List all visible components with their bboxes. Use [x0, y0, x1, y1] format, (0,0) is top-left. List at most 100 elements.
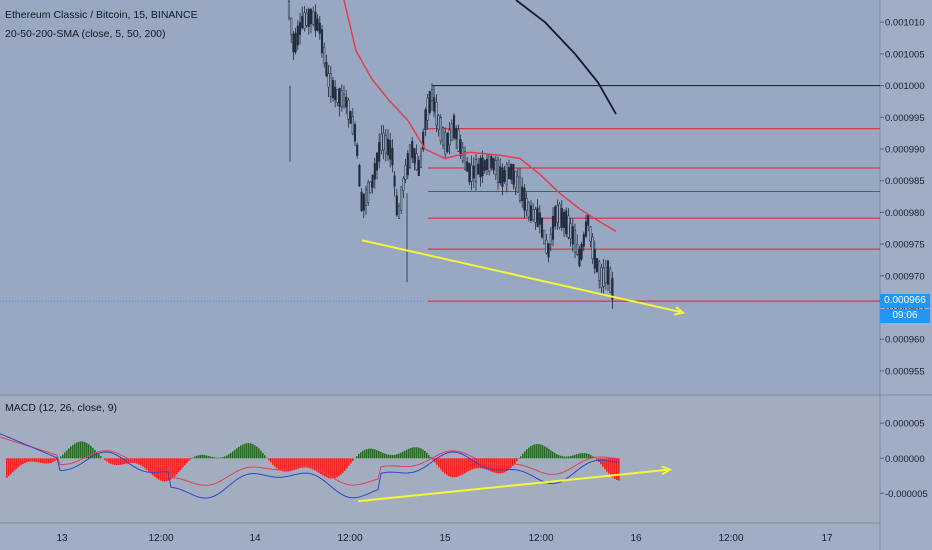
candle-body — [296, 25, 299, 46]
macd-histogram-bar — [34, 458, 36, 462]
macd-histogram-bar — [110, 458, 112, 464]
macd-histogram-bar — [542, 445, 544, 459]
macd-histogram-bar — [390, 454, 392, 459]
macd-trendline[interactable] — [357, 465, 673, 503]
candle-body — [364, 188, 368, 206]
candle-body — [367, 182, 370, 203]
macd-trendline-segment-arrowhead — [661, 465, 673, 476]
time-axis-ticks: 13 12:00 14 12:00 15 12:00 16 12:00 17 — [56, 533, 833, 544]
macd-histogram-bar — [228, 454, 230, 459]
macd-histogram-bar — [500, 458, 502, 474]
candle-body — [435, 102, 438, 126]
macd-histogram-bar — [514, 458, 516, 464]
price-trendline-segment-arrowhead — [674, 306, 686, 316]
macd-histogram-bar — [540, 444, 542, 459]
symbol-title[interactable]: Ethereum Classic / Bitcoin, 15, BINANCE — [5, 9, 198, 21]
candle-body — [393, 175, 396, 187]
macd-histogram-bar — [196, 455, 198, 459]
macd-histogram-bar — [486, 458, 488, 470]
macd-histogram-bar — [100, 456, 102, 459]
candle-body — [309, 8, 313, 25]
macd-histogram-bar — [608, 458, 610, 474]
macd-histogram-bar — [148, 458, 150, 472]
macd-histogram-bar — [384, 453, 386, 459]
candle-body — [494, 160, 497, 176]
macd-histogram-bar — [80, 441, 82, 459]
candle-body — [397, 205, 401, 219]
macd-signal-line — [0, 436, 619, 486]
macd-histogram-bar — [372, 448, 374, 459]
macd-histogram-bar — [186, 458, 188, 464]
macd-histogram-bar — [524, 451, 526, 459]
candle-body — [395, 195, 398, 216]
macd-histogram-bar — [70, 446, 72, 459]
macd-histogram-bar — [428, 454, 430, 459]
macd-histogram-bar — [352, 458, 354, 461]
candle-body — [380, 133, 383, 151]
macd-histogram-bar — [94, 449, 96, 459]
macd-histogram-bar — [586, 453, 588, 459]
price-tick-label: 0.000985 — [885, 176, 925, 187]
macd-histogram-bar — [438, 458, 440, 468]
macd-histogram-bar — [596, 458, 598, 460]
candle-body — [536, 207, 539, 227]
macd-histogram-bar — [174, 458, 176, 477]
macd-histogram-bar — [192, 457, 194, 459]
macd-histogram-bar — [68, 448, 70, 459]
time-tick-label: 12:00 — [718, 533, 743, 544]
candle-body — [549, 233, 552, 245]
time-axis-background — [0, 523, 880, 550]
macd-histogram-bar — [426, 452, 428, 459]
candle-body — [573, 230, 577, 253]
macd-histogram-bar — [440, 458, 442, 470]
macd-histogram-bar — [552, 451, 554, 459]
macd-histogram-bar — [452, 458, 454, 478]
macd-histogram-bar — [140, 458, 142, 466]
candle-body — [466, 161, 469, 172]
macd-histogram-bar — [188, 458, 190, 462]
macd-histogram-bar — [456, 458, 458, 477]
candle-body — [422, 131, 425, 150]
macd-histogram-bar — [564, 456, 566, 459]
candle-body — [424, 109, 427, 131]
macd-histogram-bar — [282, 458, 284, 472]
macd-histogram-bar — [272, 458, 274, 465]
macd-histogram-bar — [142, 458, 144, 467]
macd-histogram-bar — [328, 458, 330, 479]
macd-histogram-bar — [470, 458, 472, 471]
macd-histogram-bar — [580, 453, 582, 459]
candle-body — [305, 12, 308, 26]
macd-histogram-bar — [420, 448, 422, 459]
candle-body — [446, 133, 449, 152]
macd-histogram-bar — [40, 458, 42, 463]
macd-histogram-bar — [248, 443, 250, 459]
macd-title[interactable]: MACD (12, 26, close, 9) — [5, 402, 118, 414]
candle-body — [521, 186, 524, 202]
macd-histogram-bar — [154, 458, 156, 477]
macd-histogram-bar — [474, 458, 476, 469]
macd-histogram-bar — [216, 457, 218, 459]
macd-histogram-bar — [530, 446, 532, 459]
price-tick-label: 0.000965 — [885, 303, 925, 314]
indicator-title[interactable]: 20-50-200-SMA (close, 5, 50, 200) — [5, 28, 166, 40]
macd-histogram-bar — [214, 457, 216, 459]
macd-histogram-bar — [464, 458, 466, 474]
macd-histogram-bar — [18, 458, 20, 467]
candle-body — [606, 260, 610, 285]
macd-histogram-bar — [566, 456, 568, 459]
macd-histogram-bar — [180, 458, 182, 470]
macd-histogram-bar — [442, 458, 444, 472]
macd-histogram-bar — [614, 458, 616, 479]
macd-histogram-bar — [144, 458, 146, 469]
macd-histogram-bar — [304, 458, 306, 468]
candle-body — [598, 261, 601, 281]
macd-histogram-bar — [198, 455, 200, 459]
candle-body — [470, 165, 473, 182]
candle-body — [316, 18, 319, 31]
time-tick-label: 12:00 — [528, 533, 553, 544]
price-trendline[interactable] — [361, 239, 686, 316]
macd-tick-label: -0.000005 — [885, 489, 928, 500]
macd-histogram-bar — [152, 458, 154, 476]
macd-histogram-bar — [24, 458, 26, 463]
